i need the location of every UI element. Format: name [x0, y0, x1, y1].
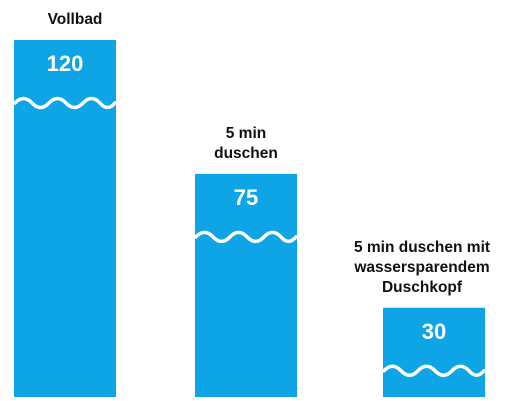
category-label-2: 5 min duschen — [214, 124, 278, 162]
category-label-3: 5 min duschen mit wassersparendem Duschk… — [353, 238, 491, 296]
value-label-2: 75 — [233, 184, 259, 210]
wave-decoration — [194, 230, 298, 244]
value-label-3: 30 — [421, 318, 447, 344]
bar-2 — [195, 173, 297, 397]
bar-1 — [14, 40, 116, 397]
value-label-1: 120 — [46, 51, 84, 76]
bar-3 — [383, 307, 485, 397]
category-label-1: Vollbad — [47, 11, 103, 28]
wave-decoration — [13, 96, 117, 110]
wave-decoration — [382, 364, 486, 377]
